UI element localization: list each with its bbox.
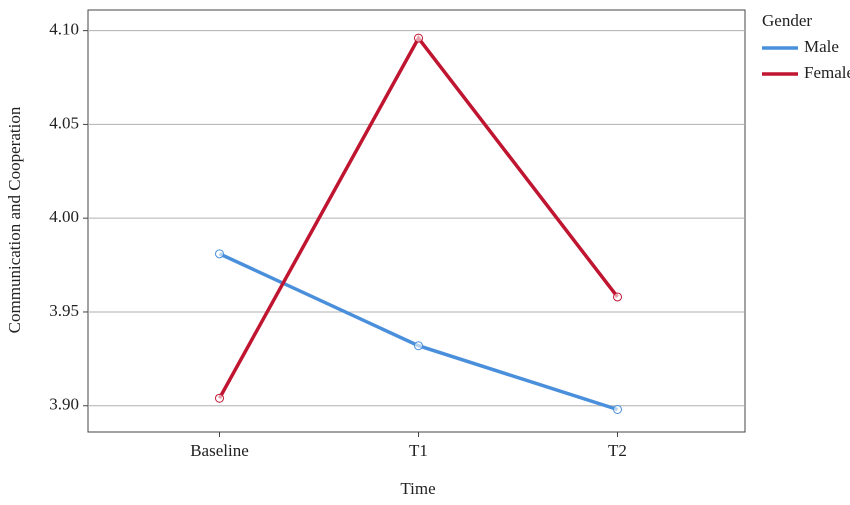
x-tick-label: T2 [608,441,627,460]
x-axis-label: Time [400,479,435,498]
x-tick-label: T1 [409,441,428,460]
point-marker [613,404,622,414]
plot-frame [87,9,746,433]
point-marker [613,292,622,302]
series-line [218,252,619,412]
point-marker [215,249,224,259]
point-marker [215,393,224,403]
x-tick-label: Baseline [190,441,249,460]
y-tick-label: 4.00 [49,207,79,226]
point-marker [414,33,423,43]
y-tick-label: 4.10 [49,20,79,39]
legend-label: Male [804,37,839,56]
y-tick-label: 3.95 [49,301,79,320]
point-marker [414,341,423,351]
y-axis-label: Communication and Cooperation [5,106,24,333]
y-tick-label: 3.90 [49,395,79,414]
legend-label: Female [804,63,850,82]
legend-title: Gender [762,11,812,30]
y-tick-label: 4.05 [49,113,79,132]
